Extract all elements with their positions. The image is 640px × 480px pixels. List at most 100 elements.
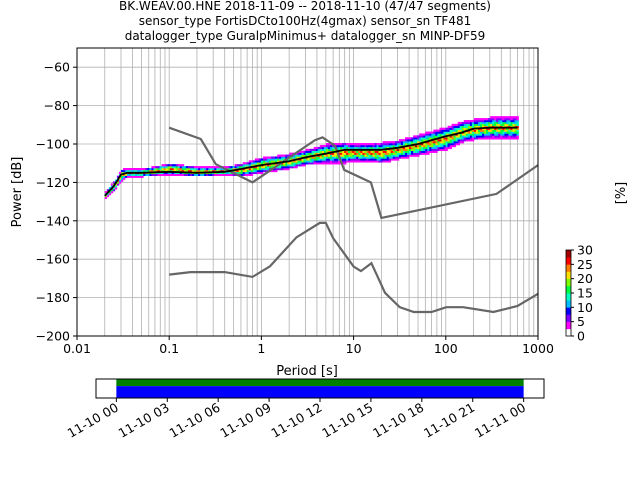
heatmap-cell [299,160,302,163]
heatmap-cell [394,156,398,159]
heatmap-cell [283,162,286,165]
heatmap-cell [220,171,223,175]
heatmap-cell [319,158,323,161]
heatmap-cell [333,158,337,161]
heatmap-cell [238,169,241,173]
heatmap-cell [127,175,130,178]
heatmap-cell [226,173,229,176]
heatmap-cell [139,169,142,173]
heatmap-cell [295,154,298,157]
timeline-bar-psd [116,386,524,398]
heatmap-cell [394,150,398,153]
heatmap-cell [177,164,181,167]
heatmap-cell [512,121,515,125]
heatmap-cell [173,171,177,175]
heatmap-cell [179,164,183,167]
heatmap-cell [331,144,335,148]
heatmap-cell [157,166,160,169]
heatmap-cell [390,156,394,159]
heatmap-cell [374,152,377,155]
heatmap-cell [494,137,497,140]
heatmap-cell [502,121,505,125]
heatmap-cell [208,173,211,176]
heatmap-cell [492,123,495,127]
heatmap-cell [352,150,355,153]
heatmap-cell [364,144,367,148]
heatmap-cell [502,123,505,127]
heatmap-cell [340,150,343,153]
heatmap-cell [394,148,398,152]
heatmap-cell [406,141,410,144]
heatmap-cell [236,166,239,169]
heatmap-cell [285,156,288,159]
heatmap-cell [123,169,126,173]
heatmap-cell [291,162,294,165]
heatmap-cell [506,127,509,130]
heatmap-cell [484,131,487,134]
heatmap-cell [348,154,351,157]
heatmap-cell [275,169,278,173]
heatmap-cell [325,156,329,159]
heatmap-cell [488,129,491,132]
heatmap-cell [120,177,124,180]
heatmap-cell [455,123,458,127]
heatmap-cell [311,162,314,165]
heatmap-cell [127,168,130,171]
heatmap-cell [204,168,207,171]
heatmap-cell [486,118,489,121]
heatmap-cell [388,150,392,153]
heatmap-cell [248,171,252,175]
heatmap-cell [445,127,448,130]
heatmap-cell [451,127,454,130]
heatmap-cell [496,137,499,140]
heatmap-cell [366,154,369,157]
heatmap-cell [439,143,442,146]
heatmap-cell [303,162,306,165]
heatmap-cell [516,120,519,123]
heatmap-cell [461,129,465,132]
heatmap-cell [404,139,408,142]
heatmap-cell [463,131,467,134]
heatmap-cell [500,121,503,125]
heatmap-cell [502,137,505,140]
heatmap-cell [131,175,134,178]
heatmap-cell [386,160,390,163]
heatmap-cell [356,143,359,146]
heatmap-cell [333,160,337,163]
heatmap-cell [492,129,495,132]
heatmap-cell [482,129,485,132]
heatmap-cell [151,166,154,169]
heatmap-cell [323,146,327,150]
heatmap-cell [453,129,456,132]
heatmap-cell [508,135,511,138]
heatmap-cell [338,150,341,153]
heatmap-cell [376,158,379,161]
heatmap-cell [165,166,168,169]
heatmap-cell [502,131,505,134]
heatmap-cell [246,173,250,176]
heatmap-cell [504,133,507,136]
heatmap-cell [204,166,207,169]
heatmap-cell [404,143,408,146]
heatmap-cell [129,169,132,173]
heatmap-cell [327,158,331,161]
heatmap-cell [512,135,515,138]
heatmap-cell [335,143,339,146]
y-tick-label: −80 [44,98,70,113]
heatmap-cell [429,133,432,136]
heatmap-cell [451,143,454,146]
heatmap-cell [248,173,252,176]
heatmap-cell [451,139,454,142]
heatmap-cell [200,166,203,169]
heatmap-cell [303,158,306,161]
heatmap-cell [234,166,237,169]
heatmap-cell [127,173,130,176]
heatmap-cell [329,160,333,163]
heatmap-cell [380,154,383,157]
heatmap-cell [394,152,398,155]
heatmap-cell [189,168,193,171]
heatmap-cell [492,116,495,119]
heatmap-cell [370,152,373,155]
heatmap-cell [439,144,442,148]
heatmap-cell [390,158,394,161]
